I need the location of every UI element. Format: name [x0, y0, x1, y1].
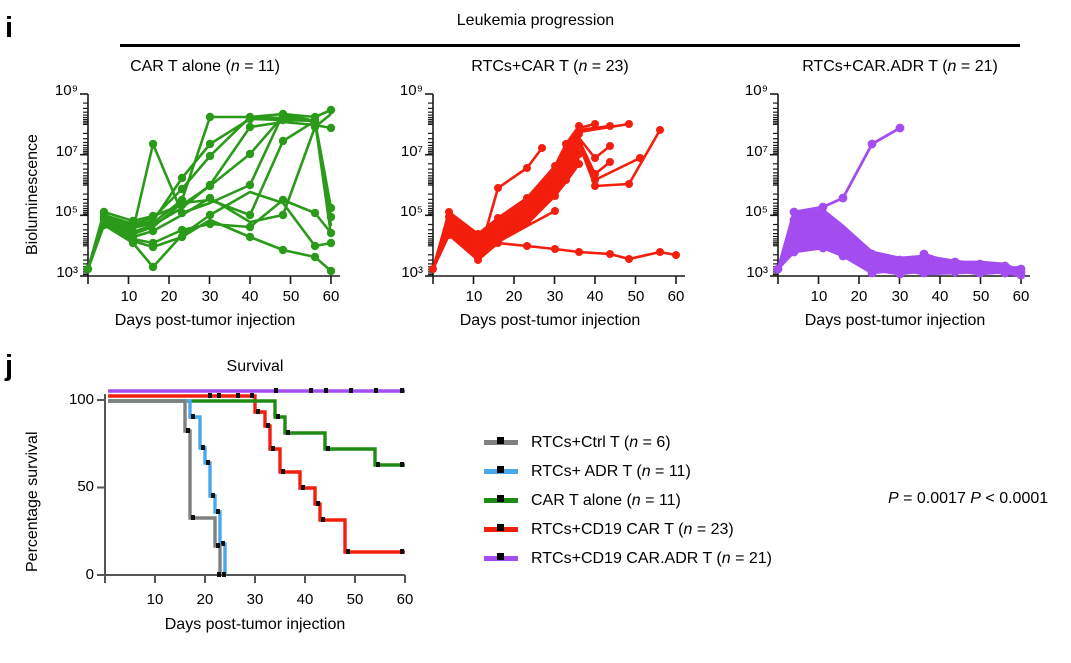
header-rule [120, 44, 1020, 47]
leukemia-progression-title: Leukemia progression [456, 12, 615, 29]
xtick-40-left: 40 [241, 288, 259, 305]
legend-swatch-green [484, 495, 518, 503]
ytick-50: 50 [77, 478, 94, 495]
legend-item-rtcs-cd19-car-adr-t[interactable]: RTCs+CD19 CAR.ADR T (n = 21) [484, 544, 772, 573]
xtick-30-right: 30 [891, 288, 909, 305]
xtick-20-right: 20 [850, 288, 868, 305]
trajectory-points-red [429, 120, 680, 273]
chart-survival [60, 380, 430, 610]
legend-label-car-t-alone: CAR T alone (n = 11) [531, 491, 681, 509]
legend-swatch-purple [484, 553, 518, 561]
ytick-1e9-right: 10⁹ [744, 82, 768, 99]
ytick-1e3-right: 10³ [746, 264, 768, 281]
km-censor-red [208, 393, 404, 554]
panel-j-ylabel: Percentage survival [24, 431, 41, 572]
chart-rtcs-car-adr-t [730, 86, 1040, 321]
km-censor-blue [191, 414, 226, 577]
survival-title: Survival [226, 358, 284, 375]
xlabel-survival: Days post-tumor injection [164, 616, 346, 633]
km-censor-green [276, 414, 404, 467]
km-censor-purple [274, 388, 404, 393]
ytick-1e5-left: 10⁵ [55, 203, 78, 220]
km-censor-gray [186, 428, 221, 577]
xtick-60-left: 60 [322, 288, 340, 305]
ytick-1e3-left: 10³ [56, 264, 78, 281]
xtick-20-survival: 20 [196, 591, 214, 608]
legend-label-rtcs-cd19-car-adr-t: RTCs+CD19 CAR.ADR T (n = 21) [531, 549, 772, 567]
xtick-40-survival: 40 [296, 591, 314, 608]
legend-item-rtcs-cd19-car-t[interactable]: RTCs+CD19 CAR T (n = 23) [484, 515, 772, 544]
legend-swatch-gray [484, 437, 518, 445]
chart-rtcs-car-t [385, 86, 695, 321]
ytick-1e7-mid: 10⁷ [400, 143, 423, 160]
legend-swatch-blue [484, 466, 518, 474]
legend-label-rtcs-cd19-car-t: RTCs+CD19 CAR T (n = 23) [531, 520, 734, 538]
xlabel-right-panel: Days post-tumor injection [804, 312, 986, 329]
ytick-100: 100 [68, 391, 94, 408]
xtick-60-survival: 60 [396, 591, 414, 608]
xtick-40-mid: 40 [586, 288, 604, 305]
ytick-1e5-mid: 10⁵ [400, 203, 423, 220]
xlabel-mid-panel: Days post-tumor injection [459, 312, 641, 329]
trajectory-group-purple [776, 126, 1022, 278]
km-curve-rtcs-adr-t [108, 399, 227, 575]
xtick-50-survival: 50 [346, 591, 364, 608]
trajectory-points-green [83, 105, 336, 276]
xtick-10-right: 10 [810, 288, 828, 305]
legend-swatch-red [484, 524, 518, 532]
ytick-1e3-mid: 10³ [401, 264, 423, 281]
xtick-20-left: 20 [160, 288, 178, 305]
trajectory-group-green [86, 108, 333, 272]
ytick-1e9-left: 10⁹ [54, 82, 78, 99]
chart-car-t-alone [40, 86, 350, 321]
xlabel-left-panel: Days post-tumor injection [114, 312, 296, 329]
ytick-1e9-mid: 10⁹ [399, 82, 423, 99]
xtick-10-left: 10 [120, 288, 138, 305]
xtick-20-mid: 20 [505, 288, 523, 305]
ytick-1e7-right: 10⁷ [745, 143, 768, 160]
legend-label-rtcs-ctrl-t: RTCs+Ctrl T (n = 6) [531, 433, 671, 451]
trajectory-points-purple [773, 123, 1026, 280]
panel-letter-j: j [5, 350, 14, 382]
legend-label-rtcs-adr-t: RTCs+ ADR T (n = 11) [531, 462, 691, 480]
pvalue-annotations: P = 0.0017 P < 0.0001 [888, 490, 1049, 507]
xtick-60-mid: 60 [667, 288, 685, 305]
subpanel-title-car-t-alone: CAR T alone (n = 11) [130, 58, 280, 75]
km-curve-car-t-alone [108, 399, 405, 467]
legend-item-car-t-alone[interactable]: CAR T alone (n = 11) [484, 486, 772, 515]
ytick-1e7-left: 10⁷ [55, 143, 78, 160]
xtick-40-right: 40 [931, 288, 949, 305]
ytick-1e5-right: 10⁵ [745, 203, 768, 220]
subpanel-title-rtcs-car-adr-t: RTCs+CAR.ADR T (n = 21) [802, 58, 998, 75]
legend-item-rtcs-adr-t[interactable]: RTCs+ ADR T (n = 11) [484, 457, 772, 486]
xtick-30-left: 30 [201, 288, 219, 305]
xtick-50-right: 50 [972, 288, 990, 305]
subpanel-title-rtcs-car-t: RTCs+CAR T (n = 23) [471, 58, 629, 75]
ytick-0: 0 [85, 566, 94, 583]
legend-item-rtcs-ctrl-t[interactable]: RTCs+Ctrl T (n = 6) [484, 428, 772, 457]
xtick-10-survival: 10 [146, 591, 164, 608]
xtick-30-mid: 30 [546, 288, 564, 305]
xtick-30-survival: 30 [246, 591, 264, 608]
xtick-50-left: 50 [282, 288, 300, 305]
xtick-50-mid: 50 [627, 288, 645, 305]
survival-legend: RTCs+Ctrl T (n = 6) RTCs+ ADR T (n = 11)… [484, 428, 772, 573]
xtick-60-right: 60 [1012, 288, 1030, 305]
km-curve-rtcs-cd19-car-t [108, 394, 405, 554]
panel-letter-i: i [5, 12, 14, 44]
km-curve-rtcs-ctrl-t [108, 399, 222, 575]
xtick-10-mid: 10 [465, 288, 483, 305]
